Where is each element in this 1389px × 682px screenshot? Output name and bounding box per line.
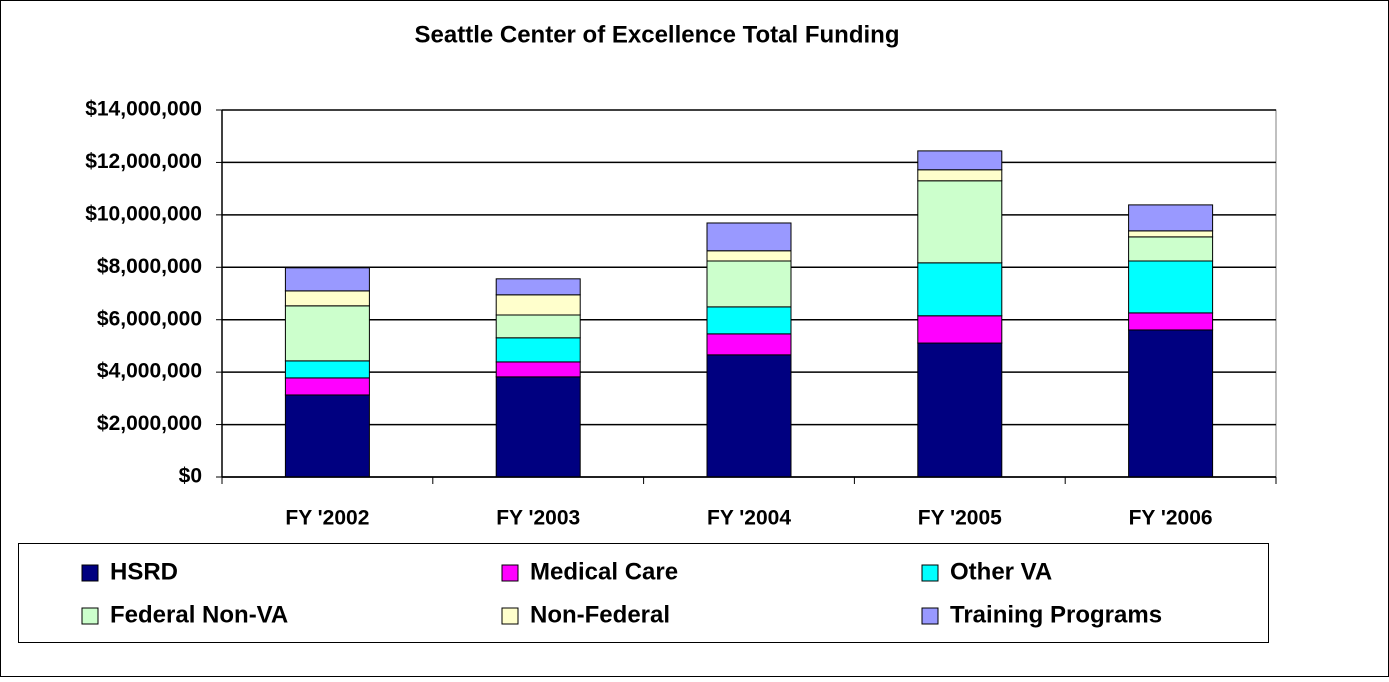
bar-segment bbox=[917, 169, 1003, 182]
bar-segment bbox=[1128, 312, 1214, 331]
y-tick-label: $12,000,000 bbox=[85, 150, 202, 173]
y-tick-label: $6,000,000 bbox=[97, 307, 202, 330]
bar-segment bbox=[706, 260, 792, 308]
bar-segment bbox=[495, 376, 581, 478]
bar-segment bbox=[917, 150, 1003, 171]
bar-segment bbox=[284, 377, 370, 396]
legend-swatch bbox=[81, 564, 99, 582]
bar-segment bbox=[495, 278, 581, 296]
legend-swatch bbox=[501, 564, 519, 582]
x-tick-label: FY '2004 bbox=[707, 507, 791, 530]
legend-box bbox=[18, 543, 1269, 643]
x-tick-label: FY '2003 bbox=[496, 507, 580, 530]
legend-swatch bbox=[501, 607, 519, 625]
legend-label: Other VA bbox=[950, 558, 1052, 585]
bar-segment bbox=[495, 337, 581, 363]
bar-segment bbox=[706, 354, 792, 478]
bar-segment bbox=[1128, 236, 1214, 262]
bar-segment bbox=[706, 250, 792, 262]
bar-segment bbox=[706, 222, 792, 252]
bar-segment bbox=[706, 333, 792, 356]
y-tick-label: $10,000,000 bbox=[85, 202, 202, 225]
bar-segment bbox=[284, 267, 370, 292]
bar-segment bbox=[917, 342, 1003, 478]
x-tick-label: FY '2005 bbox=[918, 507, 1002, 530]
x-tick-label: FY '2002 bbox=[285, 507, 369, 530]
y-tick-label: $4,000,000 bbox=[97, 360, 202, 383]
legend-label: HSRD bbox=[110, 558, 178, 585]
y-tick-label: $2,000,000 bbox=[97, 412, 202, 435]
legend-label: Training Programs bbox=[950, 601, 1162, 628]
bar-segment bbox=[1128, 230, 1214, 238]
bar-segment bbox=[284, 360, 370, 379]
bar-segment bbox=[1128, 329, 1214, 478]
y-tick-label: $0 bbox=[179, 465, 202, 488]
legend-label: Non-Federal bbox=[530, 601, 670, 628]
legend-swatch bbox=[921, 607, 939, 625]
bar-segment bbox=[917, 262, 1003, 317]
chart-title: Seattle Center of Excellence Total Fundi… bbox=[415, 21, 900, 48]
bar-segment bbox=[495, 361, 581, 378]
bar-segment bbox=[495, 314, 581, 339]
bar-segment bbox=[706, 306, 792, 335]
bar-segment bbox=[917, 180, 1003, 264]
bar-segment bbox=[1128, 260, 1214, 314]
bar-segment bbox=[495, 294, 581, 316]
bar-segment bbox=[1128, 204, 1214, 232]
legend-swatch bbox=[921, 564, 939, 582]
legend-label: Medical Care bbox=[530, 558, 678, 585]
bar-segment bbox=[284, 290, 370, 307]
bar-segment bbox=[284, 305, 370, 362]
y-tick-label: $14,000,000 bbox=[85, 98, 202, 121]
bar-segment bbox=[917, 315, 1003, 344]
bar-segment bbox=[284, 394, 370, 478]
legend-swatch bbox=[81, 607, 99, 625]
legend-label: Federal Non-VA bbox=[110, 601, 288, 628]
x-tick-label: FY '2006 bbox=[1129, 507, 1213, 530]
y-tick-label: $8,000,000 bbox=[97, 255, 202, 278]
